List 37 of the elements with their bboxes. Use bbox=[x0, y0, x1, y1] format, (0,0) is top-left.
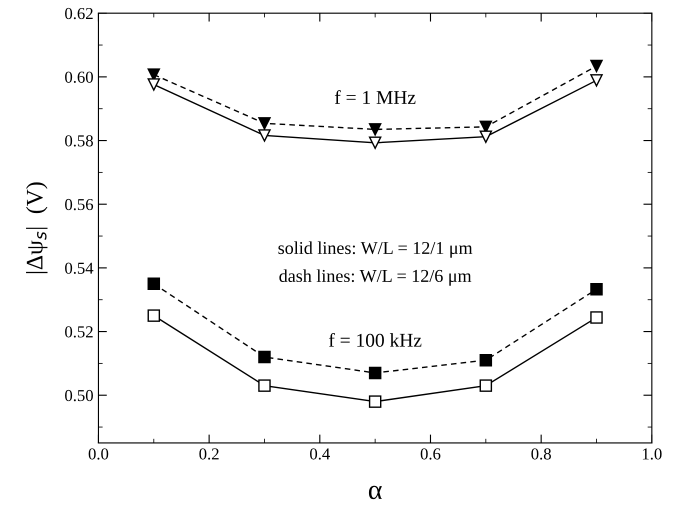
point bbox=[480, 354, 492, 366]
point bbox=[480, 379, 492, 392]
annotation: f = 100 kHz bbox=[328, 332, 422, 347]
point bbox=[590, 282, 603, 296]
x-tick-label: 0.6 bbox=[420, 448, 440, 460]
annotation: f = 1 MHz bbox=[334, 90, 416, 104]
annotation: dash lines: W/L = 12/6 μm bbox=[279, 269, 472, 286]
y-tick-label: 0.58 bbox=[65, 135, 93, 147]
x-tick-label: 0.2 bbox=[199, 448, 219, 460]
y-tick-label: 0.56 bbox=[65, 198, 94, 210]
point bbox=[480, 130, 492, 143]
point bbox=[368, 123, 382, 136]
point bbox=[590, 311, 603, 324]
y-tick-label: 0.60 bbox=[65, 72, 93, 83]
point bbox=[258, 129, 271, 142]
y-tick-label: 0.52 bbox=[65, 326, 93, 338]
x-axis-title: α bbox=[368, 486, 382, 500]
point bbox=[148, 278, 160, 290]
point bbox=[590, 74, 603, 87]
x-tick-label: 0.8 bbox=[531, 448, 551, 460]
point bbox=[258, 117, 271, 130]
point bbox=[258, 350, 271, 364]
x-tick-label: 0.4 bbox=[310, 448, 330, 460]
annotation: solid lines: W/L = 12/1 μm bbox=[278, 241, 472, 258]
x-tick-label: 0.0 bbox=[88, 448, 108, 460]
y-tick-label: 0.62 bbox=[65, 8, 93, 20]
point bbox=[368, 136, 382, 150]
point bbox=[258, 379, 271, 392]
y-tick-label: 0.54 bbox=[65, 262, 94, 274]
y-tick-label: 0.50 bbox=[65, 390, 93, 402]
x-tick-label: 1.0 bbox=[642, 448, 662, 460]
point bbox=[368, 366, 382, 380]
point bbox=[368, 395, 382, 408]
y-axis-title: |Δψ$_{s}$| (V) bbox=[26, 182, 48, 274]
point bbox=[590, 60, 603, 72]
point bbox=[148, 78, 160, 91]
point bbox=[148, 309, 160, 322]
